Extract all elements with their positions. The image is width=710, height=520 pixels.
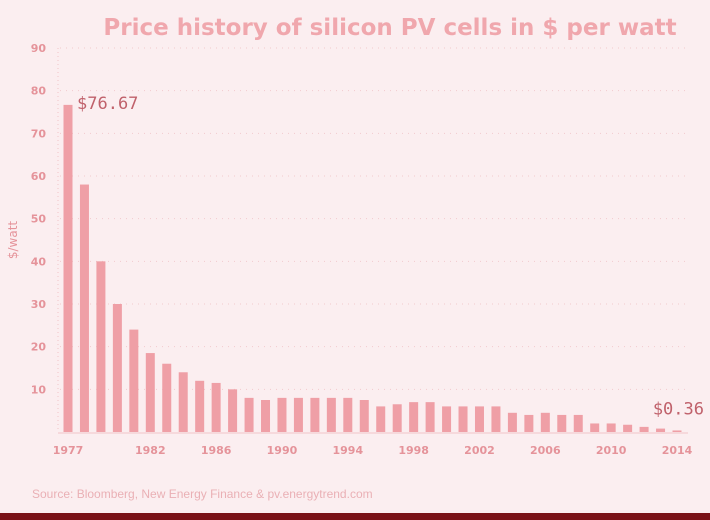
bar-1991 [293, 397, 303, 432]
bar-1986 [211, 382, 221, 432]
bar-2009 [590, 423, 600, 432]
bar-1980 [112, 304, 122, 432]
y-tick-label: 30 [31, 298, 47, 311]
x-tick-label: 2002 [464, 444, 495, 457]
bar-2003 [491, 406, 501, 432]
bar-1994 [343, 397, 353, 432]
bar-2001 [458, 406, 468, 432]
bar-2008 [573, 414, 583, 432]
bar-2005 [524, 414, 534, 432]
bar-2007 [557, 414, 567, 432]
bar-1989 [261, 400, 271, 432]
x-tick-labels: 1977 1982 1986 1990 1994 1998 2002 2006 2010 2014 [53, 444, 693, 457]
x-tick-label: 1977 [53, 444, 84, 457]
bar-1982 [145, 353, 155, 432]
bar-1995 [359, 400, 369, 432]
bar-2000 [442, 406, 452, 432]
bar-1988 [244, 397, 254, 432]
bar-1999 [425, 402, 435, 432]
bar-1987 [228, 389, 238, 432]
x-tick-label: 1982 [135, 444, 166, 457]
y-tick-label: 70 [31, 127, 47, 140]
bar-2014 [672, 430, 682, 432]
x-tick-label: 1990 [267, 444, 298, 457]
bar-1979 [96, 261, 106, 432]
y-tick-label: 50 [31, 213, 47, 226]
x-tick-label: 1998 [398, 444, 429, 457]
bar-1984 [178, 372, 188, 432]
annotations: $76.67 $0.36 [77, 94, 704, 420]
bar-2006 [540, 412, 550, 432]
source-note: Source: Bloomberg, New Energy Finance & … [32, 487, 373, 501]
bar-2013 [656, 428, 666, 432]
bar-1993 [326, 397, 336, 432]
bar-2010 [606, 423, 616, 432]
bar-2004 [507, 412, 517, 432]
bar-1990 [277, 397, 287, 432]
bar-1998 [409, 402, 419, 432]
bottom-border-bar [0, 513, 710, 520]
x-tick-label: 2006 [530, 444, 561, 457]
bar-1983 [162, 363, 172, 432]
y-tick-label: 10 [31, 383, 47, 396]
bar-1985 [195, 380, 205, 432]
data-label: $76.67 [77, 94, 138, 114]
bar-1992 [310, 397, 320, 432]
y-tick-labels: 10 20 30 40 50 60 70 80 90 [31, 42, 47, 396]
x-tick-label: 1986 [201, 444, 232, 457]
bar-2002 [474, 406, 484, 432]
y-tick-label: 60 [31, 170, 47, 183]
bar-1996 [376, 406, 386, 432]
x-tick-label: 2010 [596, 444, 627, 457]
bar-1977 [63, 104, 73, 432]
x-tick-label: 2014 [662, 444, 693, 457]
bar-2011 [623, 424, 633, 432]
bars [63, 104, 682, 432]
y-tick-label: 20 [31, 341, 47, 354]
data-label: $0.36 [653, 399, 704, 419]
grid-lines [57, 47, 688, 434]
bar-1981 [129, 329, 139, 432]
y-tick-label: 80 [31, 85, 47, 98]
y-axis-label: $/watt [6, 221, 20, 260]
y-tick-label: 90 [31, 42, 47, 55]
bar-1978 [79, 184, 89, 432]
y-tick-label: 40 [31, 255, 47, 268]
x-tick-label: 1994 [332, 444, 363, 457]
bar-1997 [392, 404, 402, 432]
bar-2012 [639, 426, 649, 432]
chart-title: Price history of silicon PV cells in $ p… [103, 15, 676, 41]
